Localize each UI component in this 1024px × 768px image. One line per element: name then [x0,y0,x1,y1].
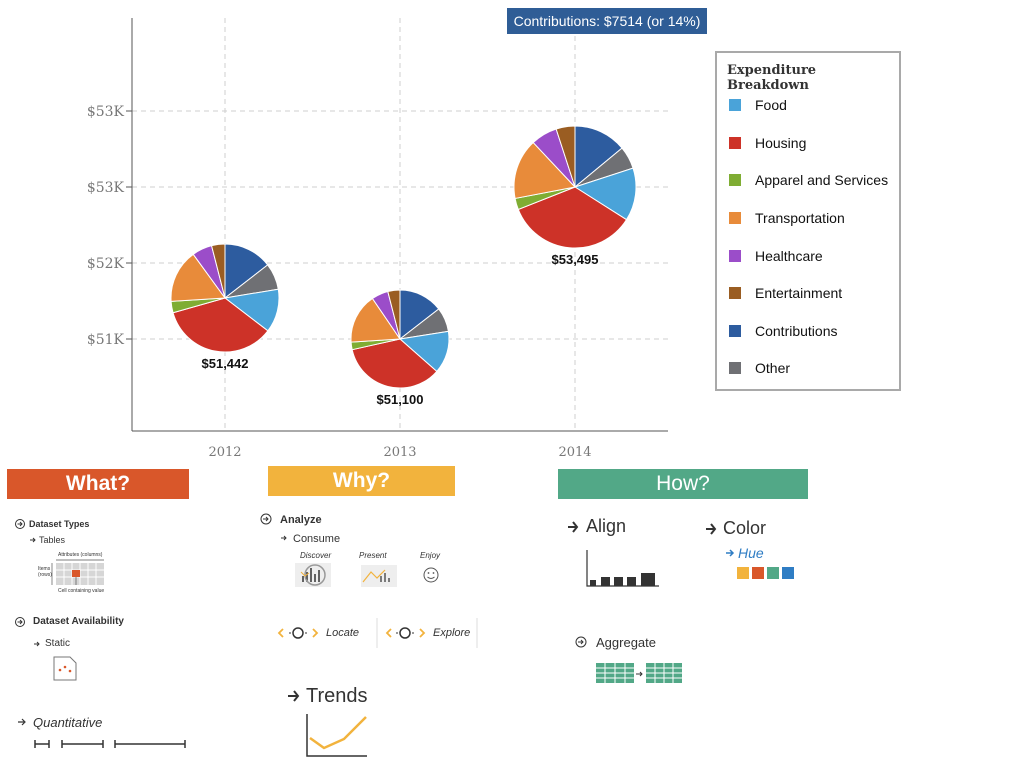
chart-axes [131,18,668,432]
x-axis-ticks: 2012 2013 2014 [208,445,591,460]
pie-slice-entertainment[interactable] [387,289,401,340]
legend-swatch [729,212,741,224]
align-bars-icon [586,550,659,587]
legend-swatch [729,325,741,337]
align-label: Align [586,516,627,536]
legend-label: Transportation [755,210,845,226]
legend: Expenditure Breakdown Food Housing Appar… [715,51,901,391]
pie-2014[interactable]: $53,495 [513,125,637,267]
legend-label: Other [755,360,791,376]
pie-total-label: $51,100 [377,392,424,407]
legend-swatch [729,137,741,149]
legend-swatch [729,250,741,262]
aggregate-label: Aggregate [596,635,656,650]
y-axis-ticks: $51K $52K $53K $53K [87,104,132,348]
present-icon [361,565,397,587]
pie-2013[interactable]: $51,100 [350,289,450,407]
x-tick-label: 2014 [558,445,591,460]
legend-label: Contributions [755,323,838,339]
analyze-label: Analyze [280,514,322,526]
legend-label: Food [755,97,787,113]
consume-label: Consume [293,533,341,545]
discover-icon [295,563,331,587]
legend-swatch [729,174,741,186]
pie-slice-entertainment[interactable] [555,125,576,188]
dataset-types-label: Dataset Types [29,519,90,529]
y-tick-label: $53K [87,180,125,196]
legend-title: Expenditure Breakdown [727,63,817,93]
pie-total-label: $53,495 [552,252,599,267]
legend-label: Apparel and Services [755,172,889,188]
locate-icon [277,627,319,639]
pie-total-label: $51,442 [202,356,249,371]
locate-label: Locate [326,627,360,639]
why-illustrations [260,513,478,757]
how-illustrations [568,521,794,683]
pie-slice-transportation[interactable] [513,141,576,200]
tables-label: Tables [39,535,66,545]
hover-tooltip: Contributions: $7514 (or 14%) [507,8,707,34]
pie-slice-transportation[interactable] [350,297,401,343]
pie-slice-entertainment[interactable] [210,243,226,299]
color-label: Color [723,518,767,538]
pie-slice-contributions[interactable] [224,243,269,300]
discover-label: Discover [300,551,332,560]
y-tick-label: $51K [87,332,125,348]
rows-label: (rows) [38,572,52,578]
static-file-icon [53,656,77,681]
legend-label: Healthcare [755,248,823,264]
quantitative-ranges-icon [34,740,186,748]
cell-value-label: Cell containing value [58,588,105,594]
present-label: Present [359,551,387,560]
expenditure-chart: $51K$52K$53K$53K 2012 2013 2014 $51,442$51… [87,18,668,460]
x-tick-label: 2012 [208,445,241,460]
pie-slice-transportation[interactable] [170,253,226,302]
explore-icon [385,627,426,639]
trends-label: Trends [306,685,368,707]
legend-swatch [729,362,741,374]
pie-slice-contributions[interactable] [574,125,623,189]
pie-slice-housing[interactable] [172,297,269,353]
aggregate-table-icon [596,663,682,683]
trends-line-icon [306,714,367,757]
enjoy-label: Enjoy [420,551,441,560]
what-banner: What? [7,469,189,499]
x-tick-label: 2013 [383,445,416,460]
table-grid-icon [51,559,104,585]
hue-swatches [737,567,794,579]
y-tick-label: $52K [87,256,125,272]
why-banner: Why? [268,466,455,496]
pie-2012[interactable]: $51,442 [170,243,280,371]
legend-swatch [729,99,741,111]
how-banner: How? [558,469,808,499]
what-illustrations [15,519,186,748]
items-label: Items [38,566,51,572]
pie-slice-housing[interactable] [351,338,438,389]
dataset-availability-label: Dataset Availability [33,616,124,627]
attributes-columns-label: Attributes (columns) [58,552,103,558]
hue-label: Hue [738,545,764,561]
legend-swatch [729,287,741,299]
legend-label: Entertainment [755,285,843,301]
enjoy-smiley-icon [423,567,439,583]
quantitative-label: Quantitative [33,715,103,730]
static-label: Static [45,638,71,649]
legend-label: Housing [755,135,807,151]
pie-markers: $51,442 $51,100 $53,495 [170,125,637,407]
y-tick-label: $53K [87,104,125,120]
pie-slice-food[interactable] [573,167,637,221]
pie-slice-housing[interactable] [517,186,628,249]
explore-label: Explore [433,627,471,639]
